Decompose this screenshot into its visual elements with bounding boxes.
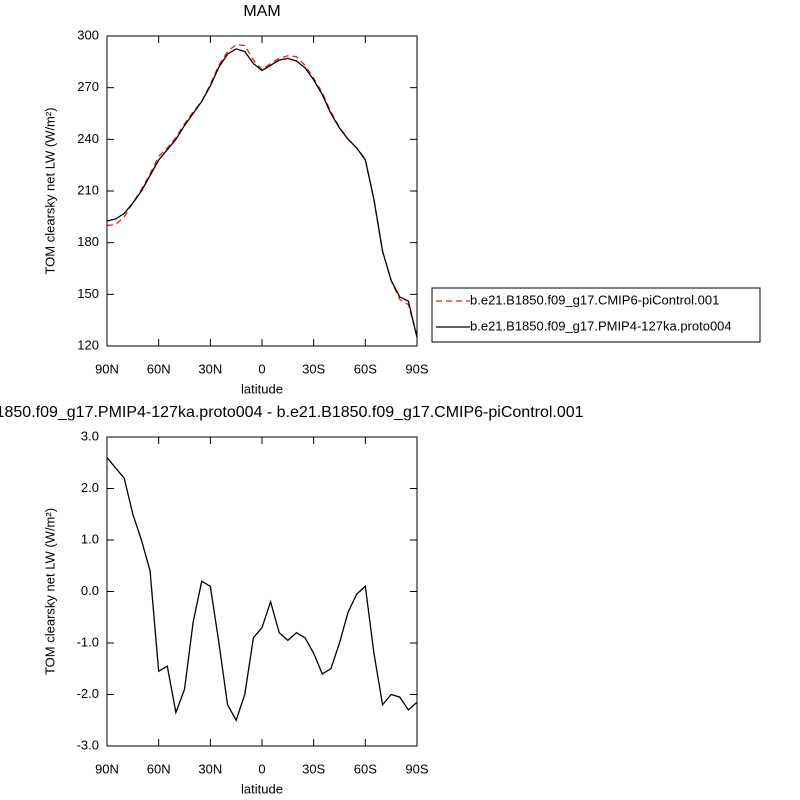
- x-tick-label: 90S: [405, 761, 428, 776]
- y-axis-label: TOM clearsky net LW (W/m²): [42, 508, 57, 675]
- data-line: [106, 457, 418, 722]
- y-tick-label: 240: [77, 131, 99, 146]
- chart-title: MAM: [243, 3, 280, 20]
- x-axis-label: latitude: [241, 781, 283, 796]
- y-tick-label: 3.0: [81, 428, 99, 443]
- x-axis-label: latitude: [241, 381, 283, 396]
- data-line: [106, 48, 418, 338]
- y-tick-label: 300: [77, 27, 99, 42]
- x-tick-label: 30N: [198, 361, 222, 376]
- x-tick-label: 30S: [302, 761, 325, 776]
- x-tick-label: 30S: [302, 361, 325, 376]
- y-tick-label: 1.0: [81, 531, 99, 546]
- y-tick-label: -2.0: [77, 686, 99, 701]
- y-tick-label: 270: [77, 79, 99, 94]
- y-tick-label: -1.0: [77, 634, 99, 649]
- y-tick-label: 120: [77, 337, 99, 352]
- x-tick-label: 60S: [354, 761, 377, 776]
- y-tick-label: 0.0: [81, 583, 99, 598]
- legend-label: b.e21.B1850.f09_g17.PMIP4-127ka.proto004: [470, 318, 732, 333]
- x-tick-label: 0: [258, 361, 265, 376]
- x-tick-label: 90N: [95, 761, 119, 776]
- y-tick-label: 2.0: [81, 480, 99, 495]
- y-tick-label: 150: [77, 286, 99, 301]
- plot-frame: [106, 35, 418, 347]
- legend: b.e21.B1850.f09_g17.CMIP6-piControl.001b…: [431, 287, 761, 343]
- data-line: [106, 43, 418, 336]
- y-axis-label: TOM clearsky net LW (W/m²): [42, 107, 57, 274]
- legend-box: [431, 287, 761, 343]
- y-tick-label: 180: [77, 234, 99, 249]
- y-tick-label: -3.0: [77, 737, 99, 752]
- x-tick-label: 90S: [405, 361, 428, 376]
- x-tick-label: 60S: [354, 361, 377, 376]
- chart-title: b.e21.B1850.f09_g17.PMIP4-127ka.proto004…: [0, 404, 584, 421]
- plot-frame: [106, 436, 418, 747]
- x-tick-label: 90N: [95, 361, 119, 376]
- x-tick-label: 30N: [198, 761, 222, 776]
- x-tick-label: 60N: [147, 361, 171, 376]
- y-tick-label: 210: [77, 182, 99, 197]
- x-tick-label: 60N: [147, 761, 171, 776]
- x-tick-label: 0: [258, 761, 265, 776]
- legend-label: b.e21.B1850.f09_g17.CMIP6-piControl.001: [470, 292, 719, 307]
